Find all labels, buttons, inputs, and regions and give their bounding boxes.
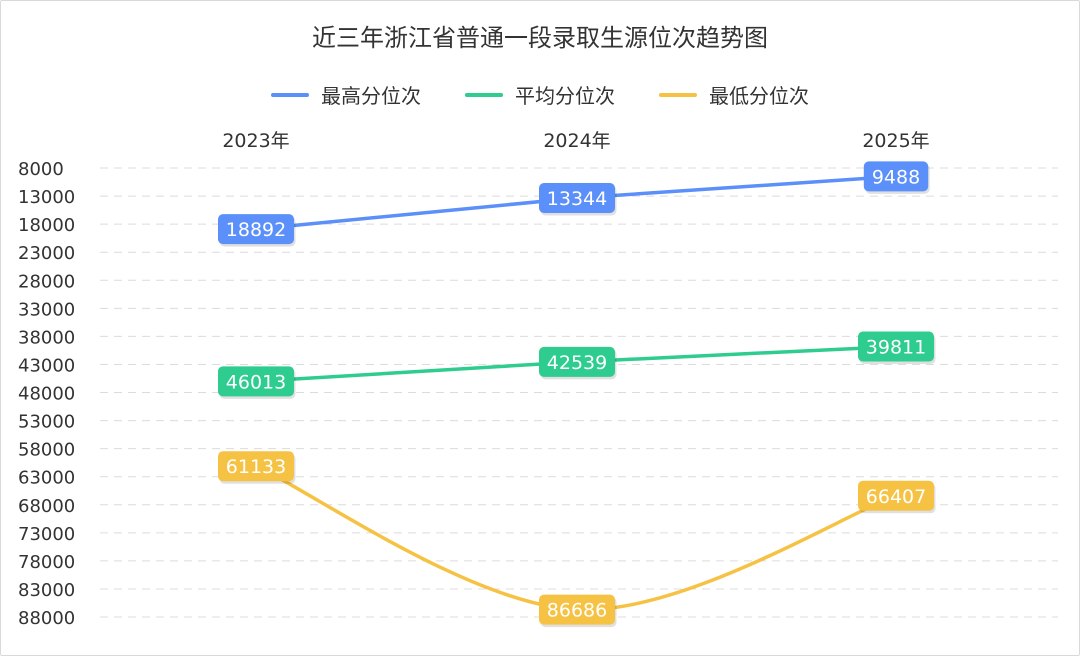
data-label-box	[539, 182, 615, 213]
data-label-value: 18892	[226, 219, 286, 241]
data-label-value: 61133	[226, 456, 286, 478]
legend-item-series-2[interactable]: 平均分位次	[465, 80, 615, 109]
data-label: 9488	[863, 161, 930, 194]
y-tick-label: 43000	[18, 355, 75, 376]
data-label-box	[863, 161, 929, 192]
y-tick-label: 83000	[18, 580, 75, 601]
y-tick-label: 18000	[18, 215, 75, 236]
legend-item-series-1[interactable]: 最高分位次	[271, 80, 421, 109]
y-tick-label: 8000	[18, 159, 64, 180]
data-label-box	[539, 594, 615, 625]
legend-label-series-2: 平均分位次	[515, 84, 615, 108]
y-tick-label: 28000	[18, 271, 75, 292]
y-tick-label: 13000	[18, 187, 75, 208]
data-label-box	[539, 346, 615, 377]
legend-item-series-3[interactable]: 最低分位次	[659, 80, 809, 109]
legend-swatch-series-1	[271, 92, 309, 97]
y-tick-label: 78000	[18, 552, 75, 573]
legend-label-series-1: 最高分位次	[321, 84, 421, 108]
data-label-value: 39811	[866, 337, 926, 359]
y-axis-ticks: 8000 13000 18000 23000 28000 33000 38000 43000 4…	[18, 159, 75, 629]
y-tick-label: 58000	[18, 440, 75, 461]
data-label-value: 13344	[547, 188, 607, 210]
data-label-value: 66407	[866, 486, 926, 508]
legend-label-series-3: 最低分位次	[709, 84, 809, 108]
data-label: 61133	[218, 451, 296, 484]
data-label: 86686	[539, 594, 617, 628]
y-tick-label: 48000	[18, 384, 75, 405]
y-tick-label: 63000	[18, 468, 75, 489]
legend-swatch-series-3	[659, 92, 697, 97]
data-label-value: 42539	[547, 352, 607, 374]
data-label-box	[218, 451, 294, 482]
series-line-3	[254, 464, 898, 612]
data-label-value: 86686	[547, 600, 607, 622]
data-label-value: 9488	[872, 166, 920, 188]
chart-legend: 最高分位次 平均分位次 最低分位次	[0, 80, 1080, 109]
y-tick-label: 88000	[18, 608, 75, 629]
data-label: 18892	[218, 214, 296, 247]
data-label: 39811	[858, 331, 936, 365]
y-tick-label: 68000	[18, 496, 75, 517]
data-label: 42539	[539, 346, 617, 380]
data-label: 46013	[218, 366, 296, 399]
data-label-box	[858, 331, 934, 362]
legend-swatch-series-2	[465, 92, 503, 97]
y-tick-label: 53000	[18, 412, 75, 433]
data-label: 13344	[539, 182, 617, 216]
y-tick-label: 73000	[18, 524, 75, 545]
x-category-label: 2025年	[862, 130, 929, 152]
y-tick-label: 33000	[18, 299, 75, 320]
y-tick-label: 38000	[18, 327, 75, 348]
data-label-box	[218, 366, 294, 397]
data-labels: 18892 13344 9488 46013 42539 39811 61133 86686 6…	[218, 161, 936, 628]
x-axis-categories: 2023年 2024年 2025年	[222, 130, 929, 152]
series-lines	[254, 174, 898, 612]
x-category-label: 2023年	[222, 130, 289, 152]
data-label: 66407	[858, 480, 936, 514]
data-label-box	[858, 480, 934, 511]
data-label-value: 46013	[226, 371, 286, 393]
y-tick-label: 23000	[18, 243, 75, 264]
data-label-box	[218, 214, 294, 245]
chart-title: 近三年浙江省普通一段录取生源位次趋势图	[312, 24, 768, 52]
x-category-label: 2024年	[543, 130, 610, 152]
